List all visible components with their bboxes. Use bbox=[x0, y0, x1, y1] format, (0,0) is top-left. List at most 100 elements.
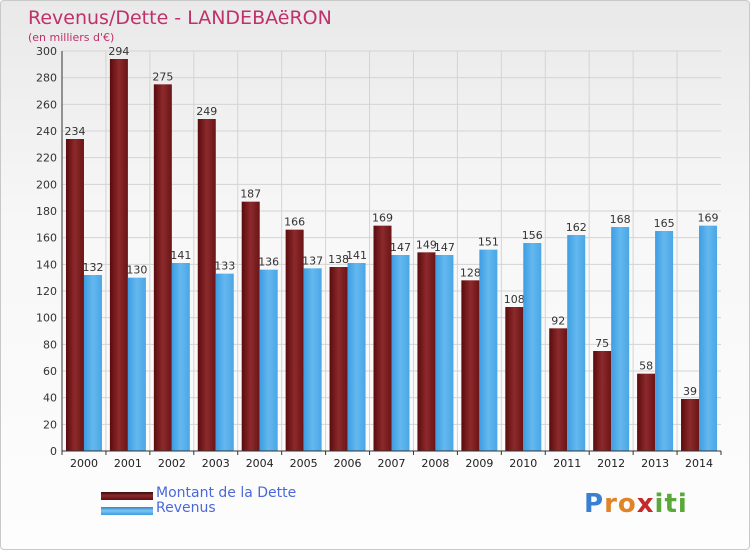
bar-revenus bbox=[523, 243, 542, 451]
bar-revenus bbox=[347, 263, 366, 451]
data-label-revenus: 151 bbox=[478, 236, 499, 249]
data-label-debt: 128 bbox=[460, 266, 481, 279]
data-label-revenus: 165 bbox=[654, 217, 675, 230]
bar-revenus bbox=[567, 235, 586, 451]
x-tick-label: 2011 bbox=[553, 457, 581, 470]
bar-debt bbox=[461, 280, 480, 451]
bar-debt bbox=[285, 229, 304, 451]
bar-revenus bbox=[655, 231, 674, 451]
bar-debt bbox=[681, 399, 700, 451]
y-tick-label: 300 bbox=[36, 45, 57, 58]
logo-letter: r bbox=[604, 489, 618, 519]
bar-revenus bbox=[127, 277, 146, 451]
y-tick-label: 120 bbox=[36, 285, 57, 298]
data-label-revenus: 147 bbox=[434, 241, 455, 254]
x-tick-label: 2000 bbox=[70, 457, 98, 470]
y-tick-label: 80 bbox=[43, 338, 57, 351]
legend-swatch-revenus bbox=[101, 507, 153, 515]
x-tick-label: 2012 bbox=[597, 457, 625, 470]
data-label-revenus: 141 bbox=[170, 249, 191, 262]
data-label-debt: 75 bbox=[595, 337, 609, 350]
bar-revenus bbox=[83, 275, 102, 451]
y-tick-label: 200 bbox=[36, 178, 57, 191]
x-tick-label: 2010 bbox=[509, 457, 537, 470]
data-label-revenus: 141 bbox=[346, 249, 367, 262]
x-tick-label: 2005 bbox=[290, 457, 318, 470]
bar-debt bbox=[65, 139, 84, 451]
x-tick-label: 2007 bbox=[378, 457, 406, 470]
y-tick-label: 60 bbox=[43, 365, 57, 378]
bar-debt bbox=[197, 119, 216, 451]
y-tick-label: 180 bbox=[36, 205, 57, 218]
logo-letter: o bbox=[617, 489, 637, 519]
logo-letter: i bbox=[654, 489, 665, 519]
y-tick-label: 280 bbox=[36, 72, 57, 85]
data-label-debt: 138 bbox=[328, 253, 349, 266]
axes: 0 20 40 60 80 100 120 140 160 180 200 220 240 260 280 3… bbox=[36, 45, 722, 470]
y-tick-label: 220 bbox=[36, 152, 57, 165]
legend-swatch-debt bbox=[101, 492, 153, 500]
data-label-revenus: 132 bbox=[82, 261, 103, 274]
data-label-revenus: 136 bbox=[258, 256, 279, 269]
legend-label-revenus: Revenus bbox=[156, 500, 216, 516]
y-tick-label: 40 bbox=[43, 392, 57, 405]
data-label-debt: 169 bbox=[372, 212, 393, 225]
bar-revenus bbox=[391, 255, 410, 451]
x-tick-label: 2002 bbox=[158, 457, 186, 470]
bar-debt bbox=[593, 351, 612, 451]
bar-debt bbox=[549, 328, 568, 451]
bar-revenus bbox=[479, 249, 498, 451]
x-tick-label: 2003 bbox=[202, 457, 230, 470]
data-label-revenus: 137 bbox=[302, 254, 323, 267]
logo-letter: t bbox=[664, 489, 678, 519]
data-label-debt: 92 bbox=[551, 314, 565, 327]
data-label-debt: 149 bbox=[416, 238, 437, 251]
bar-debt bbox=[109, 59, 128, 451]
data-label-revenus: 130 bbox=[126, 264, 147, 277]
chart-title: Revenus/Dette - LANDEBAëRON bbox=[28, 7, 332, 29]
data-label-debt: 166 bbox=[284, 216, 305, 229]
x-tick-label: 2001 bbox=[114, 457, 142, 470]
x-tick-label: 2009 bbox=[465, 457, 493, 470]
data-label-debt: 108 bbox=[504, 293, 525, 306]
proxiti-logo: Proxiti bbox=[584, 489, 688, 519]
x-tick-label: 2013 bbox=[641, 457, 669, 470]
bar-revenus bbox=[171, 263, 190, 451]
logo-letter: i bbox=[677, 489, 688, 519]
data-label-debt: 234 bbox=[64, 125, 85, 138]
logo-letter: x bbox=[636, 489, 655, 519]
y-tick-label: 240 bbox=[36, 125, 57, 138]
bar-debt bbox=[505, 307, 524, 451]
bar-revenus bbox=[303, 268, 322, 451]
bar-debt bbox=[329, 267, 348, 451]
data-label-debt: 187 bbox=[240, 188, 261, 201]
data-label-debt: 294 bbox=[108, 45, 129, 58]
bar-debt bbox=[637, 373, 656, 451]
bar-debt bbox=[373, 225, 392, 451]
y-tick-label: 260 bbox=[36, 98, 57, 111]
y-tick-label: 20 bbox=[43, 418, 57, 431]
bar-revenus bbox=[611, 227, 630, 451]
bar-revenus bbox=[259, 269, 278, 451]
y-tick-label: 140 bbox=[36, 258, 57, 271]
y-tick-label: 160 bbox=[36, 232, 57, 245]
bar-debt bbox=[153, 84, 172, 451]
data-label-debt: 39 bbox=[683, 385, 697, 398]
bar-debt bbox=[417, 252, 436, 451]
y-tick-label: 0 bbox=[50, 445, 57, 458]
data-label-revenus: 168 bbox=[610, 213, 631, 226]
x-tick-label: 2008 bbox=[421, 457, 449, 470]
data-label-debt: 249 bbox=[196, 105, 217, 118]
chart-subtitle: (en milliers d'€) bbox=[28, 31, 115, 44]
logo-letter: P bbox=[584, 489, 605, 519]
data-label-debt: 58 bbox=[639, 360, 653, 373]
x-tick-label: 2006 bbox=[334, 457, 362, 470]
data-label-revenus: 147 bbox=[390, 241, 411, 254]
data-label-revenus: 156 bbox=[522, 229, 543, 242]
x-tick-label: 2004 bbox=[246, 457, 274, 470]
x-tick-label: 2014 bbox=[685, 457, 713, 470]
data-label-revenus: 133 bbox=[214, 260, 235, 273]
